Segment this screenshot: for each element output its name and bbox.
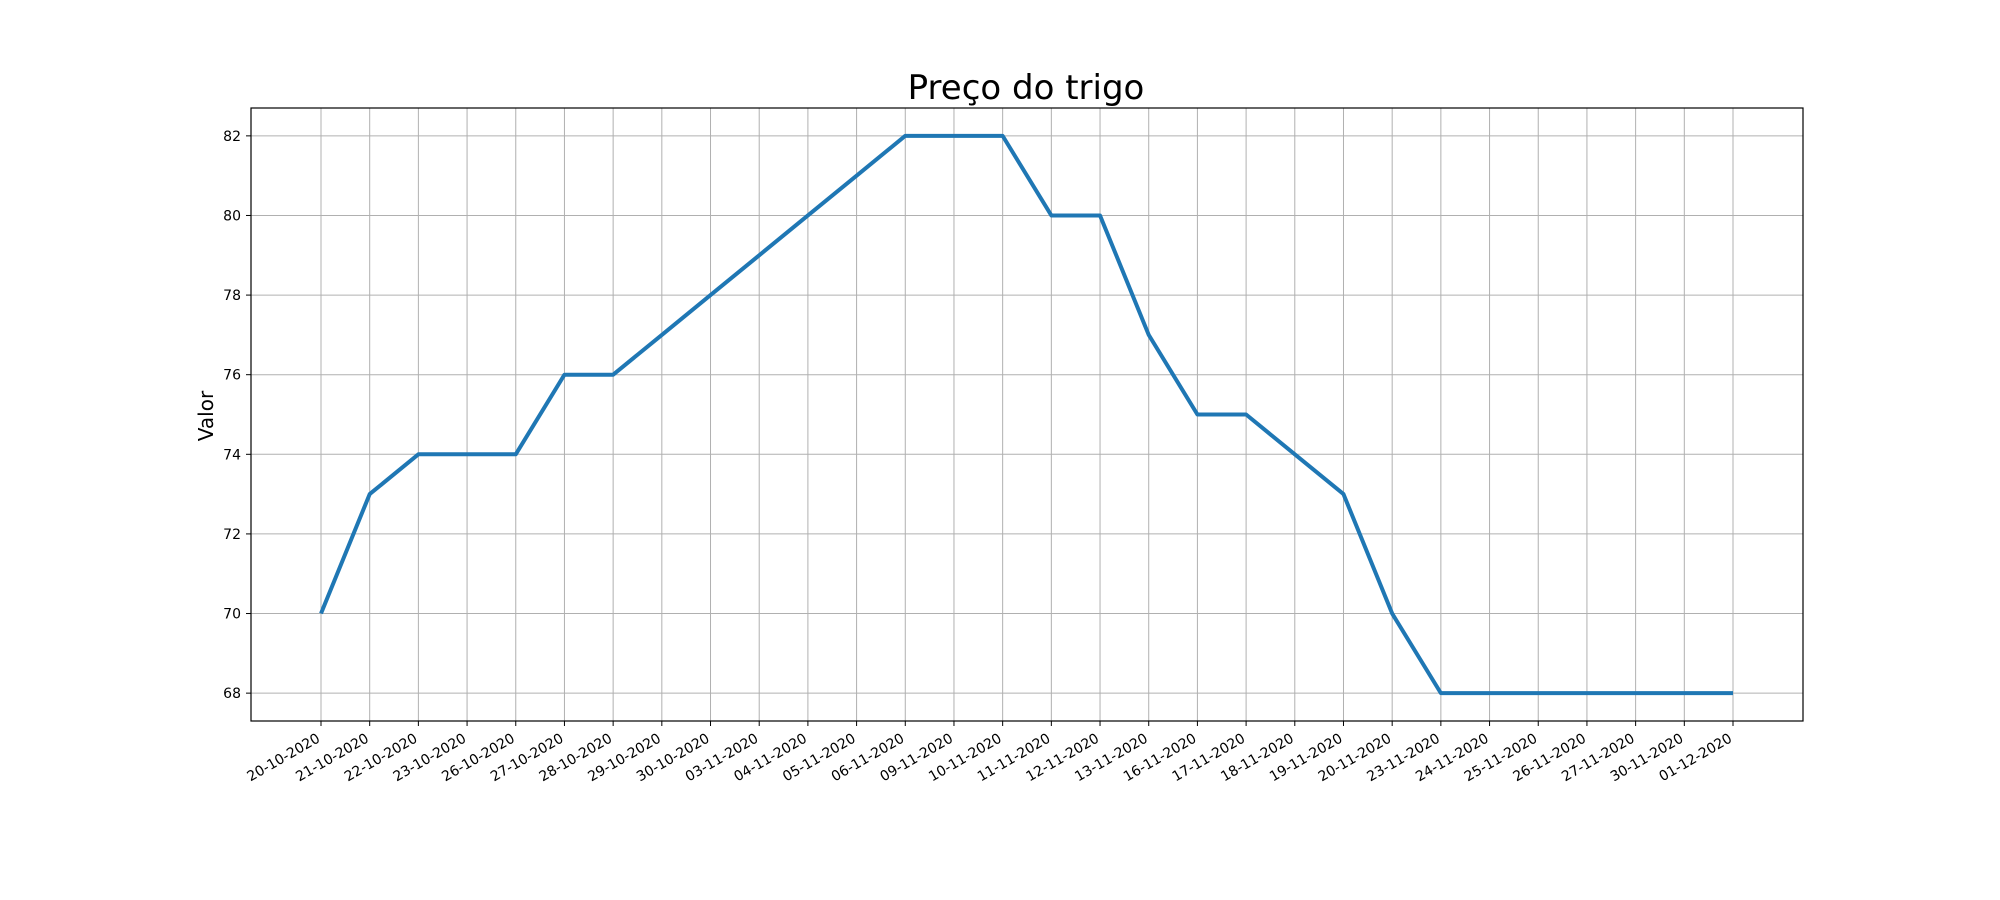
chart-title: Preço do trigo <box>908 68 1145 108</box>
y-tick-label: 74 <box>223 447 241 463</box>
series-line <box>319 133 1733 696</box>
y-tick-label: 70 <box>223 607 241 623</box>
y-tick-label: 80 <box>223 208 241 224</box>
y-tick-label: 72 <box>223 527 241 543</box>
grid <box>251 108 1803 721</box>
plot-area-frame <box>250 107 1804 722</box>
series-layer <box>319 133 1733 696</box>
y-tick-label: 68 <box>223 686 241 702</box>
y-tick-label: 76 <box>223 368 241 384</box>
y-tick-label: 78 <box>223 288 241 304</box>
y-axis-label: Valor <box>194 390 218 441</box>
axes: 20-10-202021-10-202022-10-202023-10-2020… <box>223 129 1735 785</box>
y-tick-label: 82 <box>223 129 241 145</box>
